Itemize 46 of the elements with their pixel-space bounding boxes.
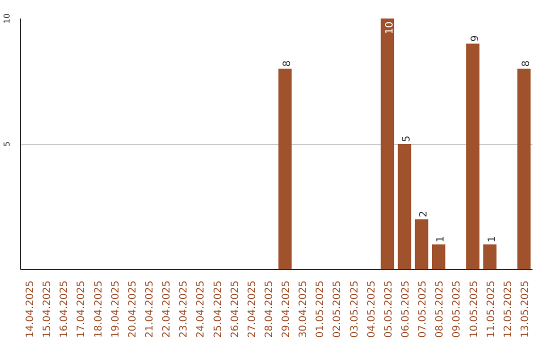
- x-tick-label: 14.04.2025: [25, 280, 36, 338]
- x-tick-label: 05.05.2025: [383, 280, 394, 338]
- x-tick-label: 20.04.2025: [127, 280, 138, 338]
- data-label: 5: [402, 136, 412, 142]
- x-tick-label: 28.04.2025: [264, 280, 275, 338]
- x-tick-label: 08.05.2025: [434, 280, 446, 338]
- x-tick-label: 15.04.2025: [42, 280, 54, 338]
- bar: [414, 219, 428, 270]
- data-label: 9: [470, 35, 481, 42]
- x-tick-label: 02.05.2025: [332, 280, 344, 338]
- x-tick-label: 23.04.2025: [178, 280, 190, 338]
- x-tick-label: 04.05.2025: [366, 280, 378, 338]
- x-tick-label: 22.04.2025: [162, 280, 173, 338]
- x-tick-label: 12.05.2025: [502, 280, 514, 338]
- x-tick-label: 16.04.2025: [59, 280, 70, 338]
- data-label: 10: [384, 21, 396, 34]
- x-tick-label: 25.04.2025: [212, 280, 224, 338]
- x-tick-label: 17.04.2025: [76, 280, 88, 338]
- x-tick-label: 06.05.2025: [400, 280, 412, 338]
- data-label: 1: [486, 236, 498, 242]
- x-tick-label: 03.05.2025: [349, 280, 360, 338]
- x-tick-label: 24.04.2025: [196, 280, 207, 338]
- data-label: 8: [520, 60, 532, 67]
- data-label: 1: [436, 236, 447, 242]
- bar: [517, 68, 531, 270]
- x-tick-label: 01.05.2025: [315, 280, 326, 338]
- x-tick-label: 13.05.2025: [520, 280, 531, 338]
- x-tick-label: 09.05.2025: [452, 280, 463, 338]
- bar: [398, 144, 412, 270]
- x-tick-label: 19.04.2025: [110, 280, 122, 338]
- bar: [380, 18, 394, 270]
- bar: [432, 244, 446, 270]
- x-tick-label: 10.05.2025: [468, 280, 480, 338]
- x-tick-label: 21.04.2025: [144, 280, 156, 338]
- x-tick-label: 18.04.2025: [93, 280, 104, 338]
- bar: [466, 44, 480, 270]
- bar: [483, 244, 496, 270]
- data-label: 8: [282, 60, 294, 67]
- x-tick-label: 26.04.2025: [230, 280, 241, 338]
- x-tick-label: 27.04.2025: [246, 280, 258, 338]
- x-tick-label: 30.04.2025: [298, 280, 310, 338]
- x-tick-label: 07.05.2025: [418, 280, 429, 338]
- x-tick-label: 11.05.2025: [486, 280, 497, 338]
- x-tick-label: 29.04.2025: [281, 280, 292, 338]
- data-label: 2: [418, 210, 430, 218]
- bar: [278, 68, 292, 270]
